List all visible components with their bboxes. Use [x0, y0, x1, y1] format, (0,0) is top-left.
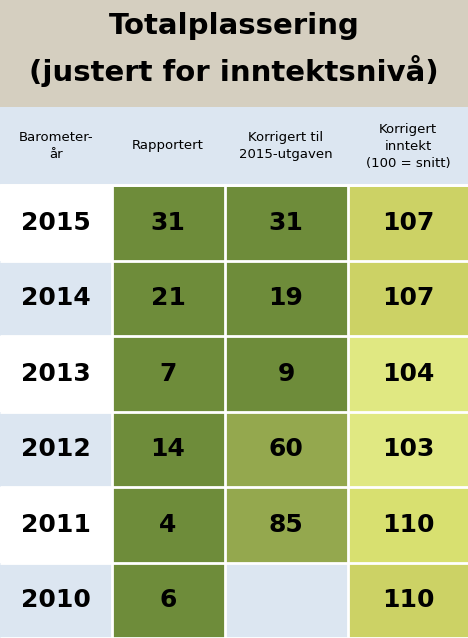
FancyBboxPatch shape — [348, 185, 468, 260]
FancyBboxPatch shape — [225, 185, 348, 260]
Text: 21: 21 — [151, 286, 185, 310]
Text: 2010: 2010 — [21, 588, 91, 612]
Text: 2011: 2011 — [21, 513, 91, 537]
FancyBboxPatch shape — [348, 336, 468, 412]
FancyBboxPatch shape — [112, 260, 225, 336]
Text: 2012: 2012 — [21, 437, 91, 461]
FancyBboxPatch shape — [0, 260, 112, 336]
FancyBboxPatch shape — [112, 185, 225, 260]
FancyBboxPatch shape — [112, 412, 225, 487]
FancyBboxPatch shape — [112, 563, 225, 638]
Text: Totalplassering: Totalplassering — [109, 12, 359, 40]
Text: 4: 4 — [159, 513, 177, 537]
FancyBboxPatch shape — [348, 563, 468, 638]
FancyBboxPatch shape — [225, 487, 348, 563]
Text: 2014: 2014 — [21, 286, 91, 310]
Text: 9: 9 — [278, 362, 295, 386]
Text: 31: 31 — [151, 211, 185, 235]
FancyBboxPatch shape — [0, 487, 112, 563]
Text: 19: 19 — [269, 286, 303, 310]
FancyBboxPatch shape — [0, 107, 468, 185]
FancyBboxPatch shape — [112, 336, 225, 412]
FancyBboxPatch shape — [0, 563, 112, 638]
Text: 6: 6 — [159, 588, 177, 612]
FancyBboxPatch shape — [225, 412, 348, 487]
Text: 104: 104 — [382, 362, 434, 386]
Text: 2013: 2013 — [21, 362, 91, 386]
FancyBboxPatch shape — [348, 487, 468, 563]
FancyBboxPatch shape — [348, 260, 468, 336]
Text: 31: 31 — [269, 211, 303, 235]
FancyBboxPatch shape — [225, 563, 348, 638]
Text: 107: 107 — [382, 211, 434, 235]
Text: Rapportert: Rapportert — [132, 140, 204, 152]
Text: 2015: 2015 — [21, 211, 91, 235]
FancyBboxPatch shape — [0, 185, 112, 260]
FancyBboxPatch shape — [0, 412, 112, 487]
FancyBboxPatch shape — [225, 336, 348, 412]
Text: 85: 85 — [269, 513, 303, 537]
Text: 14: 14 — [151, 437, 185, 461]
Text: Korrigert til
2015-utgaven: Korrigert til 2015-utgaven — [239, 131, 333, 161]
Text: 110: 110 — [382, 588, 434, 612]
Text: Korrigert
inntekt
(100 = snitt): Korrigert inntekt (100 = snitt) — [366, 122, 450, 170]
FancyBboxPatch shape — [0, 336, 112, 412]
Text: 110: 110 — [382, 513, 434, 537]
FancyBboxPatch shape — [348, 412, 468, 487]
Text: 103: 103 — [382, 437, 434, 461]
Text: 60: 60 — [269, 437, 303, 461]
Text: 107: 107 — [382, 286, 434, 310]
FancyBboxPatch shape — [0, 0, 468, 107]
FancyBboxPatch shape — [112, 487, 225, 563]
Text: (justert for inntektsnivå): (justert for inntektsnivå) — [29, 55, 439, 87]
Text: 7: 7 — [159, 362, 177, 386]
FancyBboxPatch shape — [225, 260, 348, 336]
Text: Barometer-
år: Barometer- år — [19, 131, 93, 161]
